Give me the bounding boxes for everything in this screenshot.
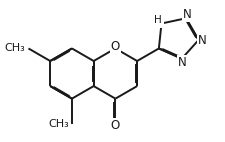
Text: O: O [111, 119, 120, 132]
Text: N: N [183, 8, 192, 21]
Text: N: N [198, 34, 207, 47]
Text: H: H [153, 15, 161, 25]
Text: N: N [154, 14, 163, 27]
Text: O: O [111, 40, 120, 53]
Text: CH₃: CH₃ [5, 43, 25, 53]
Text: CH₃: CH₃ [48, 119, 69, 129]
Text: N: N [178, 56, 187, 69]
